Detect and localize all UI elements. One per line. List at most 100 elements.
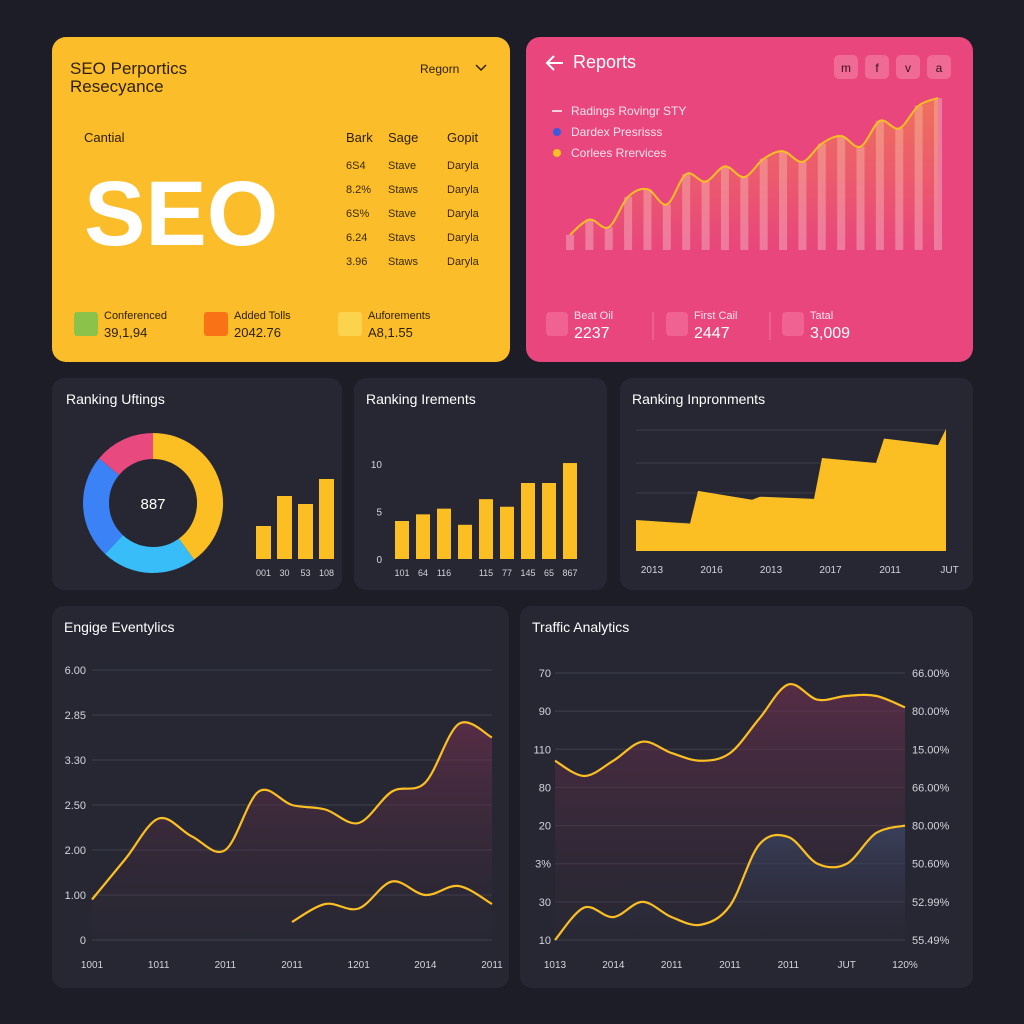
bar (437, 508, 451, 559)
donut-segment (99, 433, 154, 476)
table-cell: Staws (388, 256, 418, 268)
stat-value: A8,1.55 (368, 325, 413, 340)
line (554, 683, 906, 778)
stat-label: Auforements (368, 310, 431, 322)
y-tick-label: 10 (371, 460, 383, 471)
x-tick-label: 2013 (760, 565, 783, 576)
y-tick-label: 110 (533, 744, 551, 756)
table-cell: Stave (388, 208, 416, 220)
x-tick-label: 2011 (661, 960, 683, 971)
x-tick-label: 145 (520, 568, 535, 578)
icon-button[interactable] (834, 55, 858, 79)
table-cell: Daryla (447, 160, 480, 172)
table-cell: Stave (388, 160, 416, 172)
x-tick-label: 115 (479, 568, 493, 578)
stat-label: Beat Oil (574, 310, 613, 322)
legend-label: Corlees Rrervices (571, 146, 666, 160)
bar (563, 463, 577, 559)
legend-label: Dardex Presrisss (571, 125, 662, 139)
x-tick-label: 53 (300, 568, 310, 578)
y-tick-label: 3% (535, 859, 551, 871)
x-tick-label: 30 (279, 568, 289, 578)
line-area (92, 722, 492, 940)
icon-label: f (875, 61, 879, 75)
legend-marker (553, 149, 561, 157)
table-cell: Daryla (447, 184, 480, 196)
bar (500, 506, 514, 559)
icon-button[interactable] (896, 55, 920, 79)
y-tick-label: 90 (539, 706, 551, 718)
y-tick-label: 2.50 (65, 800, 86, 812)
icon-label: m (841, 61, 851, 75)
stat-icon (74, 312, 98, 336)
x-tick-label: 2011 (719, 960, 741, 971)
table-cell: Staws (388, 184, 418, 196)
icon-button[interactable] (927, 55, 951, 79)
panel-title: Traffic Analytics (532, 619, 629, 635)
panel-title: Engige Eventylics (64, 619, 175, 635)
y-tick-label: 6.00 (65, 665, 86, 677)
x-tick-label: 2011 (879, 565, 901, 576)
x-tick-label: 2014 (414, 960, 437, 971)
dropdown[interactable]: Regorn (420, 62, 459, 76)
icon-label: v (905, 61, 911, 75)
x-tick-label: 1201 (348, 960, 371, 971)
x-tick-label: 64 (418, 568, 428, 578)
table-cell: 6S4 (346, 160, 366, 172)
x-tick-label: JUT (837, 960, 855, 971)
report-card (52, 37, 510, 362)
bar (479, 499, 493, 559)
panel-title: Ranking Uftings (66, 391, 165, 407)
bar (277, 496, 292, 559)
stat-label: First Cail (694, 310, 737, 322)
stat-value: 2447 (694, 325, 730, 342)
stat-icon (204, 312, 228, 336)
bar (298, 504, 313, 559)
x-tick-label: 77 (502, 568, 512, 578)
card-title: SEO Perportics (70, 59, 187, 78)
x-tick-label: 2016 (700, 565, 723, 576)
donut-segment (105, 534, 195, 573)
x-tick-label: 101 (394, 568, 409, 578)
y2-tick-label: 55.49% (912, 935, 950, 947)
card-title: Reports (573, 52, 636, 72)
y2-tick-label: 50.60% (912, 859, 950, 871)
stat-value: 2237 (574, 325, 610, 342)
bar (319, 479, 334, 559)
column-header: Bark (346, 130, 373, 145)
line (569, 97, 939, 236)
back-arrow[interactable] (545, 55, 563, 71)
stat-icon (782, 312, 804, 336)
icon-button[interactable] (865, 55, 889, 79)
x-tick-label: JUT (940, 565, 958, 576)
x-tick-label: 2011 (778, 960, 800, 971)
column-header: Gopit (447, 130, 478, 145)
chevron[interactable] (475, 64, 487, 72)
line-area (555, 825, 905, 940)
y-tick-label: 1.00 (65, 890, 86, 902)
x-tick-label: 1001 (81, 960, 104, 971)
y-tick-label: 3.30 (65, 755, 86, 767)
bar (458, 524, 472, 559)
y2-tick-label: 66.00% (912, 668, 950, 680)
label: Cantial (84, 130, 125, 145)
area (636, 428, 946, 551)
x-tick-label: 867 (562, 568, 577, 578)
stat-value: 2042.76 (234, 325, 281, 340)
y-tick-label: 10 (539, 935, 551, 947)
table-cell: Stavs (388, 232, 416, 244)
y-tick-label: 20 (539, 821, 551, 833)
card-subtitle: Resecyance (70, 77, 164, 96)
x-tick-label: 2011 (281, 960, 303, 971)
table-cell: 6S% (346, 208, 369, 220)
x-tick-label: 2011 (215, 960, 237, 971)
line-area (570, 98, 938, 250)
x-tick-label: 2014 (602, 960, 625, 971)
y-tick-label: 80 (539, 782, 551, 794)
legend-marker (553, 128, 561, 136)
bar (521, 483, 535, 559)
y-tick-label: 0 (376, 555, 382, 566)
stat-value: 39,1,94 (104, 325, 147, 340)
y2-tick-label: 52.99% (912, 897, 950, 909)
table-cell: 8.2% (346, 184, 371, 196)
